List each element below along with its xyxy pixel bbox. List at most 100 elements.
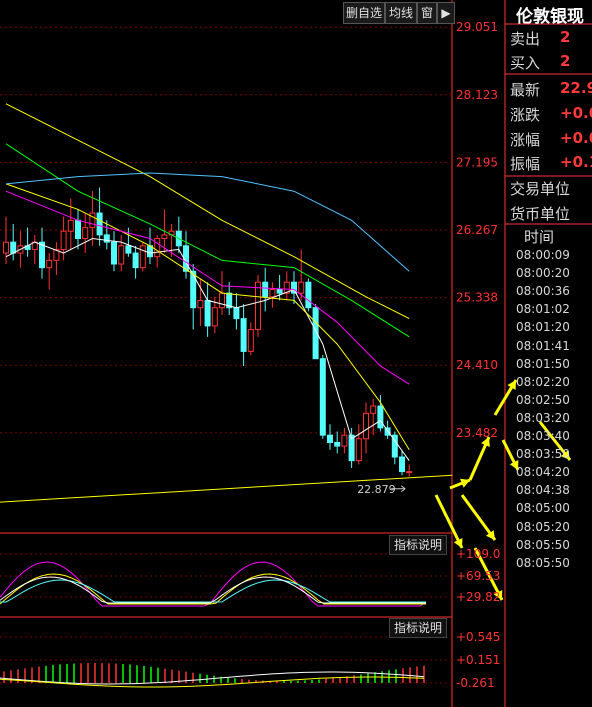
- quote-label: 卖出: [510, 30, 541, 48]
- price-tick-label: 29.051: [456, 20, 498, 34]
- candle-body: [226, 292, 233, 309]
- indicator2-tick: +0.151: [456, 653, 500, 667]
- candle-body: [190, 270, 197, 309]
- quote-value: +0.0: [560, 129, 592, 147]
- play-right-icon[interactable]: ▶: [437, 2, 455, 24]
- price-tick-label: 26.267: [456, 223, 498, 237]
- trade-time: 08:02:20: [516, 374, 570, 389]
- candle-body: [370, 405, 377, 414]
- candle-body: [96, 212, 103, 236]
- candle-body: [39, 241, 45, 269]
- price-tick-label: 23.482: [456, 426, 498, 440]
- candle-body: [139, 245, 146, 269]
- candle-body: [211, 307, 218, 327]
- trade-time: 08:05:00: [516, 501, 570, 516]
- candle-body: [406, 471, 413, 474]
- annotation-arrowhead: [485, 530, 495, 540]
- candle-body: [276, 288, 283, 294]
- ma-line: [5, 190, 410, 385]
- quote-label: 最新: [510, 81, 541, 99]
- price-tick-label: 24.410: [456, 358, 498, 372]
- candle-body: [111, 241, 117, 265]
- candle-body: [312, 307, 319, 360]
- trade-time: 08:04:20: [516, 465, 570, 480]
- window-button[interactable]: 窗: [417, 2, 437, 24]
- candle-body: [319, 358, 326, 436]
- price-tick-label: 27.195: [456, 155, 498, 169]
- candle-body: [363, 412, 369, 440]
- trade-time: 08:03:40: [516, 429, 570, 443]
- candle-body: [89, 212, 96, 229]
- trade-time: 08:01:50: [516, 356, 570, 371]
- macd-dif-line: [0, 671, 425, 685]
- candle-body: [391, 434, 398, 458]
- quote-label: 买入: [510, 54, 541, 72]
- trade-time: 08:01:41: [516, 338, 570, 353]
- ma-line: [5, 172, 410, 272]
- annotation-arrow: [434, 494, 464, 549]
- trade-time: 08:00:20: [516, 266, 570, 281]
- candle-body: [197, 299, 204, 309]
- ma-line-button[interactable]: 均线: [385, 2, 417, 24]
- quote-value: 22.9: [560, 79, 592, 97]
- indicator2-title[interactable]: 指标说明: [389, 618, 448, 638]
- quote-value: +0.1: [560, 153, 592, 171]
- candle-body: [204, 299, 211, 327]
- quote-label: 涨幅: [510, 131, 541, 149]
- trade-time: 08:01:02: [516, 302, 570, 317]
- candle-body: [305, 281, 312, 309]
- indicator1-tick: +29.82: [456, 590, 500, 604]
- low-price-label: 22.879: [357, 483, 396, 496]
- candle-body: [255, 281, 261, 331]
- indicator1-line: [0, 561, 427, 607]
- annotation-arrowhead: [460, 478, 470, 488]
- trade-time: 08:04:38: [516, 483, 570, 498]
- candle-body: [334, 441, 341, 447]
- candle-body: [125, 245, 132, 254]
- candle-body: [327, 434, 333, 443]
- candle-body: [298, 281, 305, 294]
- candle-body: [377, 405, 384, 429]
- trade-time: 08:01:20: [516, 320, 570, 335]
- candle-body: [3, 241, 9, 254]
- trade-time: 08:05:50: [516, 537, 570, 552]
- indicator1-line: [0, 576, 426, 604]
- candle-body: [384, 427, 391, 436]
- annotation-arrowhead: [509, 460, 519, 470]
- candle-body: [348, 434, 355, 462]
- trade-unit-label: 交易单位: [510, 180, 571, 198]
- indicator2-tick: -0.261: [456, 676, 495, 690]
- candle-body: [341, 434, 348, 447]
- candle-body: [269, 288, 276, 298]
- indicator2-tick: +0.545: [456, 630, 500, 644]
- candle-body: [399, 456, 405, 473]
- trade-time: 08:00:09: [516, 248, 570, 262]
- trade-time: 08:03:50: [516, 447, 570, 462]
- candle-body: [82, 227, 89, 240]
- candle-body: [103, 234, 110, 243]
- candle-body: [10, 241, 17, 254]
- indicator1-title[interactable]: 指标说明: [389, 535, 448, 555]
- annotation-arrowhead: [493, 590, 503, 600]
- quote-value: 2: [560, 52, 571, 70]
- candle-body: [67, 219, 74, 232]
- candle-body: [75, 219, 81, 240]
- candle-body: [355, 438, 362, 462]
- low-marker-arrow: [400, 485, 406, 493]
- ma-line: [5, 237, 410, 461]
- annotation-arrowhead: [507, 380, 516, 390]
- candle-body: [60, 230, 67, 250]
- price-tick-label: 25.338: [456, 291, 498, 305]
- trade-time: 08:00:36: [516, 284, 570, 299]
- candle-body: [161, 234, 168, 240]
- indicator1-line: [0, 579, 426, 603]
- annotation-arrow: [460, 494, 497, 541]
- candle-body: [46, 259, 53, 269]
- quote-value: +0.0: [560, 104, 592, 122]
- delete-self-select-button[interactable]: 删自选: [343, 2, 385, 24]
- annotation-arrow: [473, 547, 504, 601]
- candle-body: [154, 238, 161, 258]
- candle-body: [262, 281, 269, 298]
- ma-line: [5, 183, 410, 450]
